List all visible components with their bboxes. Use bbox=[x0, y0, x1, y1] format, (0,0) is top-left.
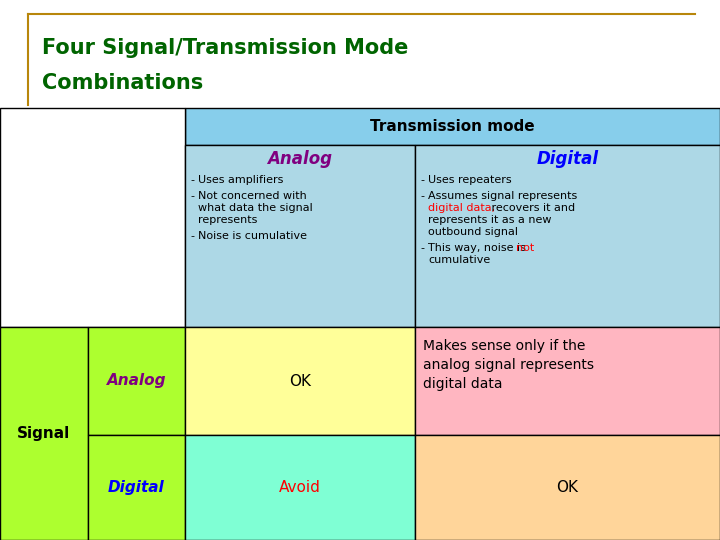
Bar bbox=[0, 327, 88, 540]
Bar bbox=[185, 108, 720, 145]
Text: Avoid: Avoid bbox=[279, 480, 321, 495]
Text: Signal: Signal bbox=[17, 426, 71, 441]
Text: represents it as a new: represents it as a new bbox=[428, 215, 552, 225]
Text: not: not bbox=[516, 243, 534, 253]
Text: -: - bbox=[190, 175, 194, 185]
Bar bbox=[185, 327, 415, 435]
Bar bbox=[185, 435, 415, 540]
Bar bbox=[415, 327, 720, 435]
Bar bbox=[0, 108, 185, 327]
Text: OK: OK bbox=[557, 480, 578, 495]
Text: -: - bbox=[420, 243, 424, 253]
Text: cumulative: cumulative bbox=[428, 255, 490, 265]
Text: Digital: Digital bbox=[108, 480, 165, 495]
Text: what data the signal: what data the signal bbox=[198, 203, 312, 213]
Bar bbox=[185, 145, 415, 327]
Bar bbox=[415, 145, 720, 327]
Text: Uses repeaters: Uses repeaters bbox=[428, 175, 512, 185]
Text: Transmission mode: Transmission mode bbox=[370, 119, 535, 134]
Text: -: - bbox=[420, 175, 424, 185]
Bar bbox=[415, 435, 720, 540]
Text: This way, noise is: This way, noise is bbox=[428, 243, 529, 253]
Text: Analog: Analog bbox=[268, 150, 333, 168]
Text: Uses amplifiers: Uses amplifiers bbox=[198, 175, 284, 185]
Text: Analog: Analog bbox=[107, 374, 166, 388]
Text: Noise is cumulative: Noise is cumulative bbox=[198, 231, 307, 241]
Text: Makes sense only if the
analog signal represents
digital data: Makes sense only if the analog signal re… bbox=[423, 339, 594, 391]
Bar bbox=[88, 327, 185, 435]
Text: recovers it and: recovers it and bbox=[488, 203, 575, 213]
Text: OK: OK bbox=[289, 374, 311, 388]
Text: outbound signal: outbound signal bbox=[428, 227, 518, 237]
Bar bbox=[88, 435, 185, 540]
Text: represents: represents bbox=[198, 215, 257, 225]
Text: Four Signal/Transmission Mode: Four Signal/Transmission Mode bbox=[42, 38, 408, 58]
Text: digital data,: digital data, bbox=[428, 203, 495, 213]
Text: -: - bbox=[190, 191, 194, 201]
Text: Digital: Digital bbox=[536, 150, 598, 168]
Text: -: - bbox=[420, 191, 424, 201]
Text: Not concerned with: Not concerned with bbox=[198, 191, 307, 201]
Text: Combinations: Combinations bbox=[42, 73, 203, 93]
Text: -: - bbox=[190, 231, 194, 241]
Text: Assumes signal represents: Assumes signal represents bbox=[428, 191, 577, 201]
